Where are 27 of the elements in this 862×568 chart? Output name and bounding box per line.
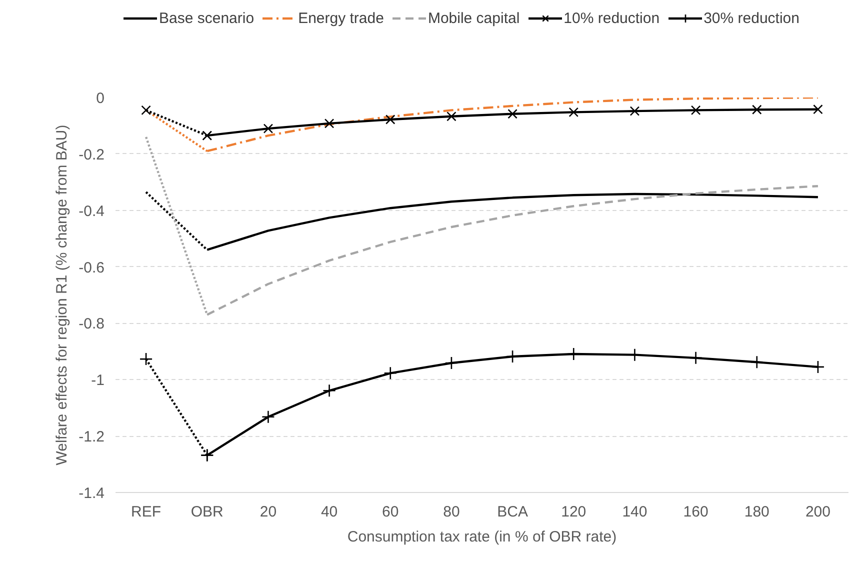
x-tick-label: 160 [683,504,708,520]
x-tick-label: OBR [190,504,224,520]
x-tick-label: 80 [443,504,460,520]
x-tick-label: REF [131,504,162,520]
legend-label: 30% reduction [704,10,800,26]
y-tick-label: 0 [96,90,104,107]
y-tick-label: -0.2 [78,146,105,164]
x-tick-label: 20 [260,504,277,520]
x-tick-label: 180 [744,504,770,520]
legend-label: Energy trade [298,10,384,26]
x-tick-label: 40 [320,504,338,520]
x-tick-label: BCA [497,504,528,520]
y-tick-label: -1.2 [78,428,105,446]
x-tick-label: 200 [805,504,830,520]
legend-label: 10% reduction [564,10,660,26]
legend-label: Base scenario [159,10,254,26]
x-tick-label: 60 [382,504,399,520]
y-tick-label: -0.8 [78,316,105,333]
x-axis-title: Consumption tax rate (in % of OBR rate) [347,528,617,546]
x-tick-label: 120 [561,504,586,520]
x-tick-label: 140 [622,504,648,520]
y-axis-title: Welfare effects for region R1 (% change from BAU) [54,124,71,466]
y-tick-label: -0.4 [78,202,105,220]
y-tick-label: -1 [91,372,105,390]
y-tick-label: -0.6 [78,259,105,276]
legend-label: Mobile capital [428,10,520,26]
y-tick-label: -1.4 [78,485,105,502]
